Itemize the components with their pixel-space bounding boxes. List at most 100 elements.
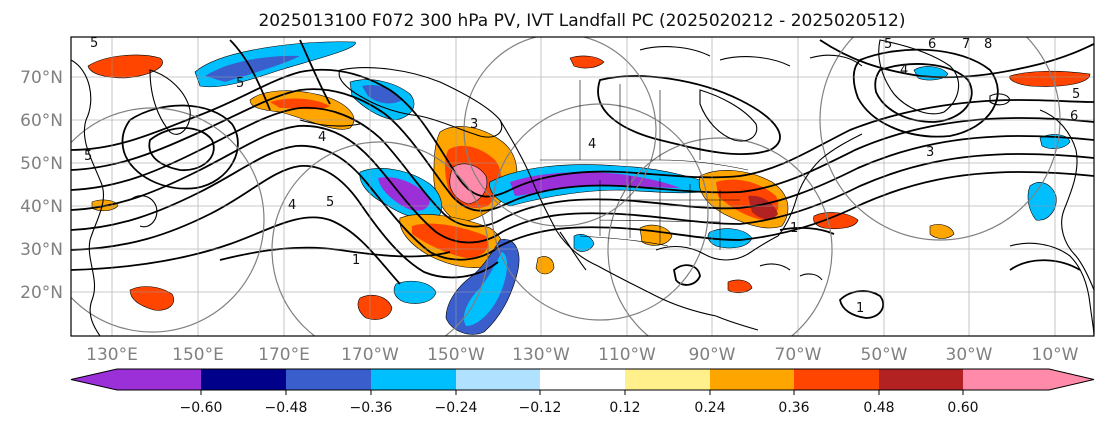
- contour-label: 3: [926, 145, 934, 160]
- contour-label: 5: [236, 76, 244, 91]
- graticule: [71, 37, 1094, 336]
- anomaly-blob-west-pacific-red: [129, 286, 174, 311]
- colorbar-tick-label: −0.12: [519, 400, 562, 416]
- coastline-baja: [559, 231, 587, 271]
- colorbar-segment: [879, 369, 963, 390]
- anomaly-blob-arctic-east-orange: [1009, 70, 1091, 87]
- contour-label: 8: [984, 37, 992, 52]
- range-circle: [71, 107, 265, 333]
- coastline-iceland: [989, 93, 1011, 106]
- anomaly-blob-subtropical-pacific-red: [412, 223, 488, 258]
- contour-label: 1: [856, 301, 864, 316]
- pv-contour: [874, 63, 973, 123]
- contour-label: 6: [1070, 109, 1078, 124]
- coastline-aleutians: [299, 119, 361, 127]
- lon-label-50w: 50°W: [861, 345, 908, 365]
- coastline-central-america: [715, 315, 759, 331]
- colorbar-tick-label: 0.36: [778, 400, 809, 416]
- lon-label-130e: 130°E: [86, 345, 138, 365]
- lat-label-20n: 20°N: [20, 283, 63, 303]
- colorbar-segment: [710, 369, 794, 390]
- pv-contour: [71, 216, 401, 285]
- political-borders: [539, 80, 749, 250]
- coastline-africa: [1009, 242, 1094, 336]
- lon-label-90w: 90°W: [689, 345, 736, 365]
- pv-contour: [148, 127, 215, 171]
- pv-contour: [71, 88, 1094, 212]
- colorbar-extend-high: [963, 369, 1094, 390]
- lon-label-170w: 170°W: [341, 345, 399, 365]
- contour-label: 4: [588, 137, 596, 152]
- lat-label-30n: 30°N: [20, 240, 63, 260]
- pv-contour: [852, 48, 999, 138]
- anomaly-blob-baja-blue: [573, 234, 595, 252]
- anomaly-blob-great-lakes-dark-red: [748, 195, 778, 220]
- lon-label-150w: 150°W: [427, 345, 485, 365]
- colorbar-segment: [371, 369, 456, 390]
- contour-label: 5: [326, 195, 334, 210]
- colorbar-segment: [286, 369, 371, 390]
- shaded-anomaly-fields: [87, 41, 1091, 335]
- pv-contour: [1009, 259, 1081, 271]
- anomaly-blob-east-atlantic-blue: [1027, 182, 1057, 221]
- anomaly-blob-tropical-pacific-cyan: [463, 252, 508, 326]
- contour-label: 5: [84, 149, 92, 164]
- coastline-hudson-bay: [699, 89, 758, 142]
- coastline-japan: [129, 195, 158, 228]
- anomaly-blob-central-pacific-red: [357, 295, 393, 320]
- colorbar-ticks: [200, 390, 964, 395]
- anomaly-blob-hawaii-south-orange: [535, 256, 555, 275]
- pv-contour: [229, 39, 271, 111]
- coastline-gulf-mexico: [655, 235, 779, 261]
- pv-contour: [71, 124, 1094, 244]
- anomaly-blob-arctic-orange: [87, 54, 163, 79]
- border-states: [599, 176, 740, 250]
- colorbar: −0.60 −0.48 −0.36 −0.24 −0.12 0.12 0.24 …: [70, 368, 1095, 416]
- colorbar-segment: [625, 369, 710, 390]
- coastline-asia: [71, 59, 105, 336]
- map-frame: [70, 36, 1095, 337]
- colorbar-tick-label: −0.60: [180, 400, 223, 416]
- contour-label: 5: [1072, 87, 1080, 102]
- contour-label: 4: [318, 130, 326, 145]
- coastlines: [71, 39, 1094, 336]
- latitude-labels: 70°N 60°N 50°N 40°N 30°N 20°N: [20, 68, 63, 303]
- lon-label-30w: 30°W: [946, 345, 993, 365]
- lat-label-70n: 70°N: [20, 68, 63, 88]
- colorbar-segment: [456, 369, 540, 390]
- anomaly-blob-midatlantic-orange: [929, 224, 955, 239]
- coastline-north-america-east: [777, 133, 863, 237]
- colorbar-outline: [70, 368, 1095, 391]
- pv-contour: [819, 39, 1094, 79]
- pv-contour: [219, 246, 451, 261]
- range-circle: [271, 141, 489, 336]
- lon-label-10w: 10°W: [1032, 345, 1079, 365]
- map-title: 2025013100 F072 300 hPa PV, IVT Landfall…: [258, 11, 905, 31]
- lat-label-40n: 40°N: [20, 197, 63, 217]
- pv-contour: [839, 290, 885, 319]
- map-panel: 5 5 4 5 4 5 1 1 1 5 6 7 8 4 3 4 3 6 5: [70, 36, 1095, 337]
- colorbar-tick-label: −0.36: [350, 400, 393, 416]
- contour-label: 3: [470, 117, 478, 132]
- colorbar-tick-label: −0.48: [265, 400, 308, 416]
- coastline-north-america-west: [499, 119, 717, 317]
- contour-label: 6: [928, 37, 936, 52]
- colorbar-segment: [794, 369, 879, 390]
- colorbar-tick-label: 0.24: [694, 400, 725, 416]
- pv-contour: [673, 264, 701, 286]
- contour-label: 1: [790, 221, 798, 236]
- anomaly-blob-northeast-pacific-core: [378, 177, 430, 211]
- lon-label-130w: 130°W: [512, 345, 570, 365]
- anomaly-blob-north-pacific-dark: [205, 55, 300, 82]
- pv-contour: [121, 104, 239, 190]
- pv-contour: [299, 39, 331, 105]
- coastline-arctic-archipelago: [639, 46, 863, 67]
- lon-label-110w: 110°W: [598, 345, 656, 365]
- contour-label: 7: [962, 37, 970, 52]
- lon-label-170e: 170°E: [258, 345, 310, 365]
- colorbar-tick-label: −0.24: [435, 400, 478, 416]
- colorbar-extend-low: [71, 369, 201, 390]
- pv-contour: [71, 165, 499, 279]
- border-us-mexico: [579, 235, 669, 247]
